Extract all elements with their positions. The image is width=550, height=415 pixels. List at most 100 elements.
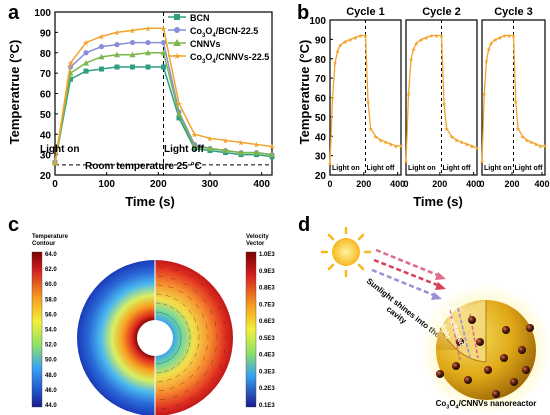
velocity-arrow bbox=[210, 359, 214, 365]
data-point bbox=[145, 64, 151, 70]
data-point: ★ bbox=[191, 130, 198, 139]
chart-b-ytick: 50 bbox=[315, 113, 327, 124]
co3o4-particle bbox=[476, 338, 484, 346]
data-point: ★ bbox=[327, 161, 332, 168]
data-point bbox=[222, 147, 229, 154]
vel-bar-tick: 0.6E3 bbox=[259, 319, 275, 325]
velocity-arrow bbox=[157, 381, 163, 383]
vel-bar-tick: 0.1E3 bbox=[259, 403, 275, 409]
vel-bar-tick: 0.9E3 bbox=[259, 269, 275, 275]
data-point: ★ bbox=[424, 35, 429, 42]
data-point bbox=[98, 44, 105, 50]
data-point: ★ bbox=[429, 33, 434, 40]
co3o4-particle bbox=[492, 390, 500, 398]
data-point bbox=[238, 149, 244, 156]
chart-a-xtick: 0 bbox=[52, 179, 58, 190]
velocity-arrow bbox=[155, 363, 161, 365]
data-point: ★ bbox=[493, 37, 498, 44]
temperature-contour-half bbox=[77, 260, 155, 415]
data-point bbox=[253, 149, 260, 156]
velocity-arrow bbox=[202, 356, 205, 362]
panel-letter-b: b bbox=[297, 2, 310, 24]
nanoreactor-caption: Co3O4/CNNVs nanoreactor bbox=[436, 399, 537, 411]
light-off-label-a: Light off bbox=[164, 144, 205, 155]
velocity-arrow bbox=[205, 323, 208, 329]
temp-color-bar bbox=[31, 251, 43, 408]
velocity-arrow bbox=[175, 374, 180, 378]
velocity-arrow bbox=[206, 345, 208, 351]
co3o4-particle bbox=[464, 376, 472, 384]
data-point: ★ bbox=[398, 143, 403, 150]
chart-a-xlabel: Time (s) bbox=[125, 194, 175, 209]
data-point: ★ bbox=[529, 140, 534, 147]
data-point: ★ bbox=[474, 145, 479, 152]
data-point: ★ bbox=[449, 134, 454, 141]
data-point: ★ bbox=[98, 32, 105, 41]
data-point: ★ bbox=[511, 33, 516, 40]
velocity-arrow bbox=[156, 372, 162, 374]
data-point: ★ bbox=[348, 37, 353, 44]
velocity-arrow bbox=[194, 352, 197, 358]
chart-a-xtick: 100 bbox=[98, 179, 115, 190]
cycle-line bbox=[481, 34, 545, 162]
data-point: ★ bbox=[383, 140, 388, 147]
data-point: ★ bbox=[408, 56, 413, 63]
data-point: ★ bbox=[237, 138, 244, 147]
data-point bbox=[161, 64, 166, 70]
legend-entry-cnnvs: CNNVs bbox=[190, 39, 221, 49]
velocity-arrow bbox=[179, 340, 182, 346]
data-point: ★ bbox=[439, 33, 444, 40]
legend-marker-co3o4-bcn bbox=[174, 27, 180, 33]
velocity-arrow bbox=[174, 350, 178, 356]
vel-bar-tick: 0.4E3 bbox=[259, 353, 275, 359]
temp-bar-tick: 54.0 bbox=[45, 328, 57, 334]
chart-a-xtick: 300 bbox=[202, 179, 219, 190]
chart-a-ytick: 40 bbox=[40, 130, 52, 141]
data-point: ★ bbox=[332, 60, 337, 67]
data-point: ★ bbox=[222, 136, 229, 145]
data-point bbox=[99, 66, 104, 72]
data-point: ★ bbox=[459, 140, 464, 147]
velocity-arrow bbox=[172, 395, 178, 398]
data-point: ★ bbox=[343, 39, 348, 46]
data-point: ★ bbox=[484, 58, 489, 65]
data-point: ★ bbox=[538, 143, 543, 150]
chart-a: 20 30 40 50 60 70 80 90 100 0 100 200 300 400 ★ ★ ★ ★ ★ ★ ★… bbox=[7, 8, 276, 209]
data-point bbox=[129, 51, 136, 58]
velocity-arrow bbox=[162, 303, 168, 306]
vel-bar-title-2: Vector bbox=[246, 241, 265, 247]
velocity-arrow bbox=[169, 305, 175, 309]
velocity-arrow bbox=[223, 319, 225, 325]
data-point: ★ bbox=[373, 134, 378, 141]
chart-a-ylabel: Temperatrue (°C) bbox=[7, 40, 22, 145]
temp-bar-tick: 58.0 bbox=[45, 297, 57, 303]
velocity-arrow bbox=[166, 358, 171, 362]
chart-b-ytick: 70 bbox=[315, 74, 327, 85]
data-point: ★ bbox=[335, 49, 340, 56]
velocity-arrow bbox=[163, 370, 169, 373]
velocity-arrow bbox=[181, 302, 186, 307]
velocity-arrow bbox=[188, 327, 190, 333]
data-point: ★ bbox=[365, 99, 370, 106]
velocity-arrow bbox=[175, 309, 181, 314]
velocity-arrow bbox=[165, 313, 170, 317]
cycle-line bbox=[329, 34, 401, 164]
chart-b-xtick: 400 bbox=[534, 179, 549, 189]
velocity-arrow bbox=[219, 363, 222, 369]
series-line-co3o4-cnnvs-22-5 bbox=[54, 27, 273, 163]
nanoreactor-sphere bbox=[420, 284, 550, 415]
light-off-label-b: Light off bbox=[443, 165, 472, 172]
panel-d-illustration: Sunlight shines into the cavity The refl… bbox=[320, 226, 550, 415]
data-point: ★ bbox=[464, 142, 469, 149]
data-point: ★ bbox=[434, 33, 439, 40]
vel-bar-tick: 0.8E3 bbox=[259, 286, 275, 292]
temp-bar-tick: 44.0 bbox=[45, 403, 57, 409]
velocity-arrow bbox=[195, 303, 200, 309]
co3o4-particle bbox=[510, 378, 518, 386]
data-point: ★ bbox=[268, 142, 275, 151]
velocity-arrow bbox=[215, 347, 217, 353]
data-point: ★ bbox=[353, 35, 358, 42]
velocity-arrow bbox=[170, 355, 175, 359]
data-point: ★ bbox=[337, 43, 342, 50]
data-point: ★ bbox=[542, 143, 547, 150]
